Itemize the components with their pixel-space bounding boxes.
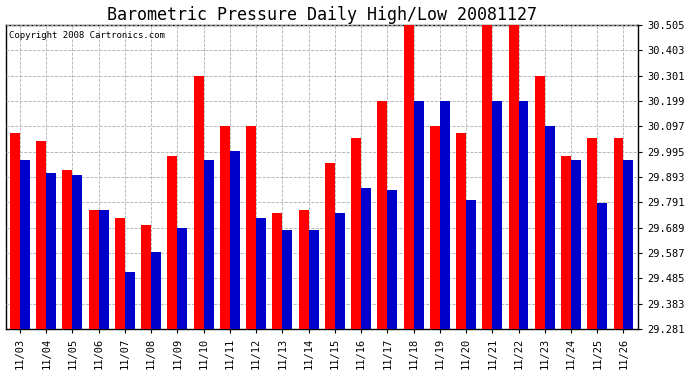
Bar [587,138,598,329]
Bar [325,163,335,329]
Bar [168,156,177,329]
Bar [204,160,214,329]
Bar [624,160,633,329]
Bar [220,126,230,329]
Bar [377,101,387,329]
Bar [466,200,476,329]
Bar [125,272,135,329]
Bar [351,138,361,329]
Bar [308,230,319,329]
Title: Barometric Pressure Daily High/Low 20081127: Barometric Pressure Daily High/Low 20081… [107,6,537,24]
Bar [509,24,518,329]
Bar [177,228,188,329]
Bar [37,141,46,329]
Bar [335,213,345,329]
Bar [299,210,308,329]
Bar [46,173,56,329]
Bar [99,210,109,329]
Bar [256,217,266,329]
Bar [10,133,20,329]
Bar [518,101,529,329]
Bar [613,138,624,329]
Bar [151,252,161,329]
Text: Copyright 2008 Cartronics.com: Copyright 2008 Cartronics.com [9,31,165,40]
Bar [456,133,466,329]
Bar [387,190,397,329]
Bar [20,160,30,329]
Bar [430,126,440,329]
Bar [545,126,555,329]
Bar [413,101,424,329]
Bar [440,101,450,329]
Bar [141,225,151,329]
Bar [194,76,204,329]
Bar [89,210,99,329]
Bar [246,126,256,329]
Bar [230,150,240,329]
Bar [492,101,502,329]
Bar [571,160,581,329]
Bar [482,24,492,329]
Bar [273,213,282,329]
Bar [63,170,72,329]
Bar [72,176,82,329]
Bar [404,24,413,329]
Bar [361,188,371,329]
Bar [561,156,571,329]
Bar [115,217,125,329]
Bar [282,230,293,329]
Bar [598,203,607,329]
Bar [535,76,545,329]
